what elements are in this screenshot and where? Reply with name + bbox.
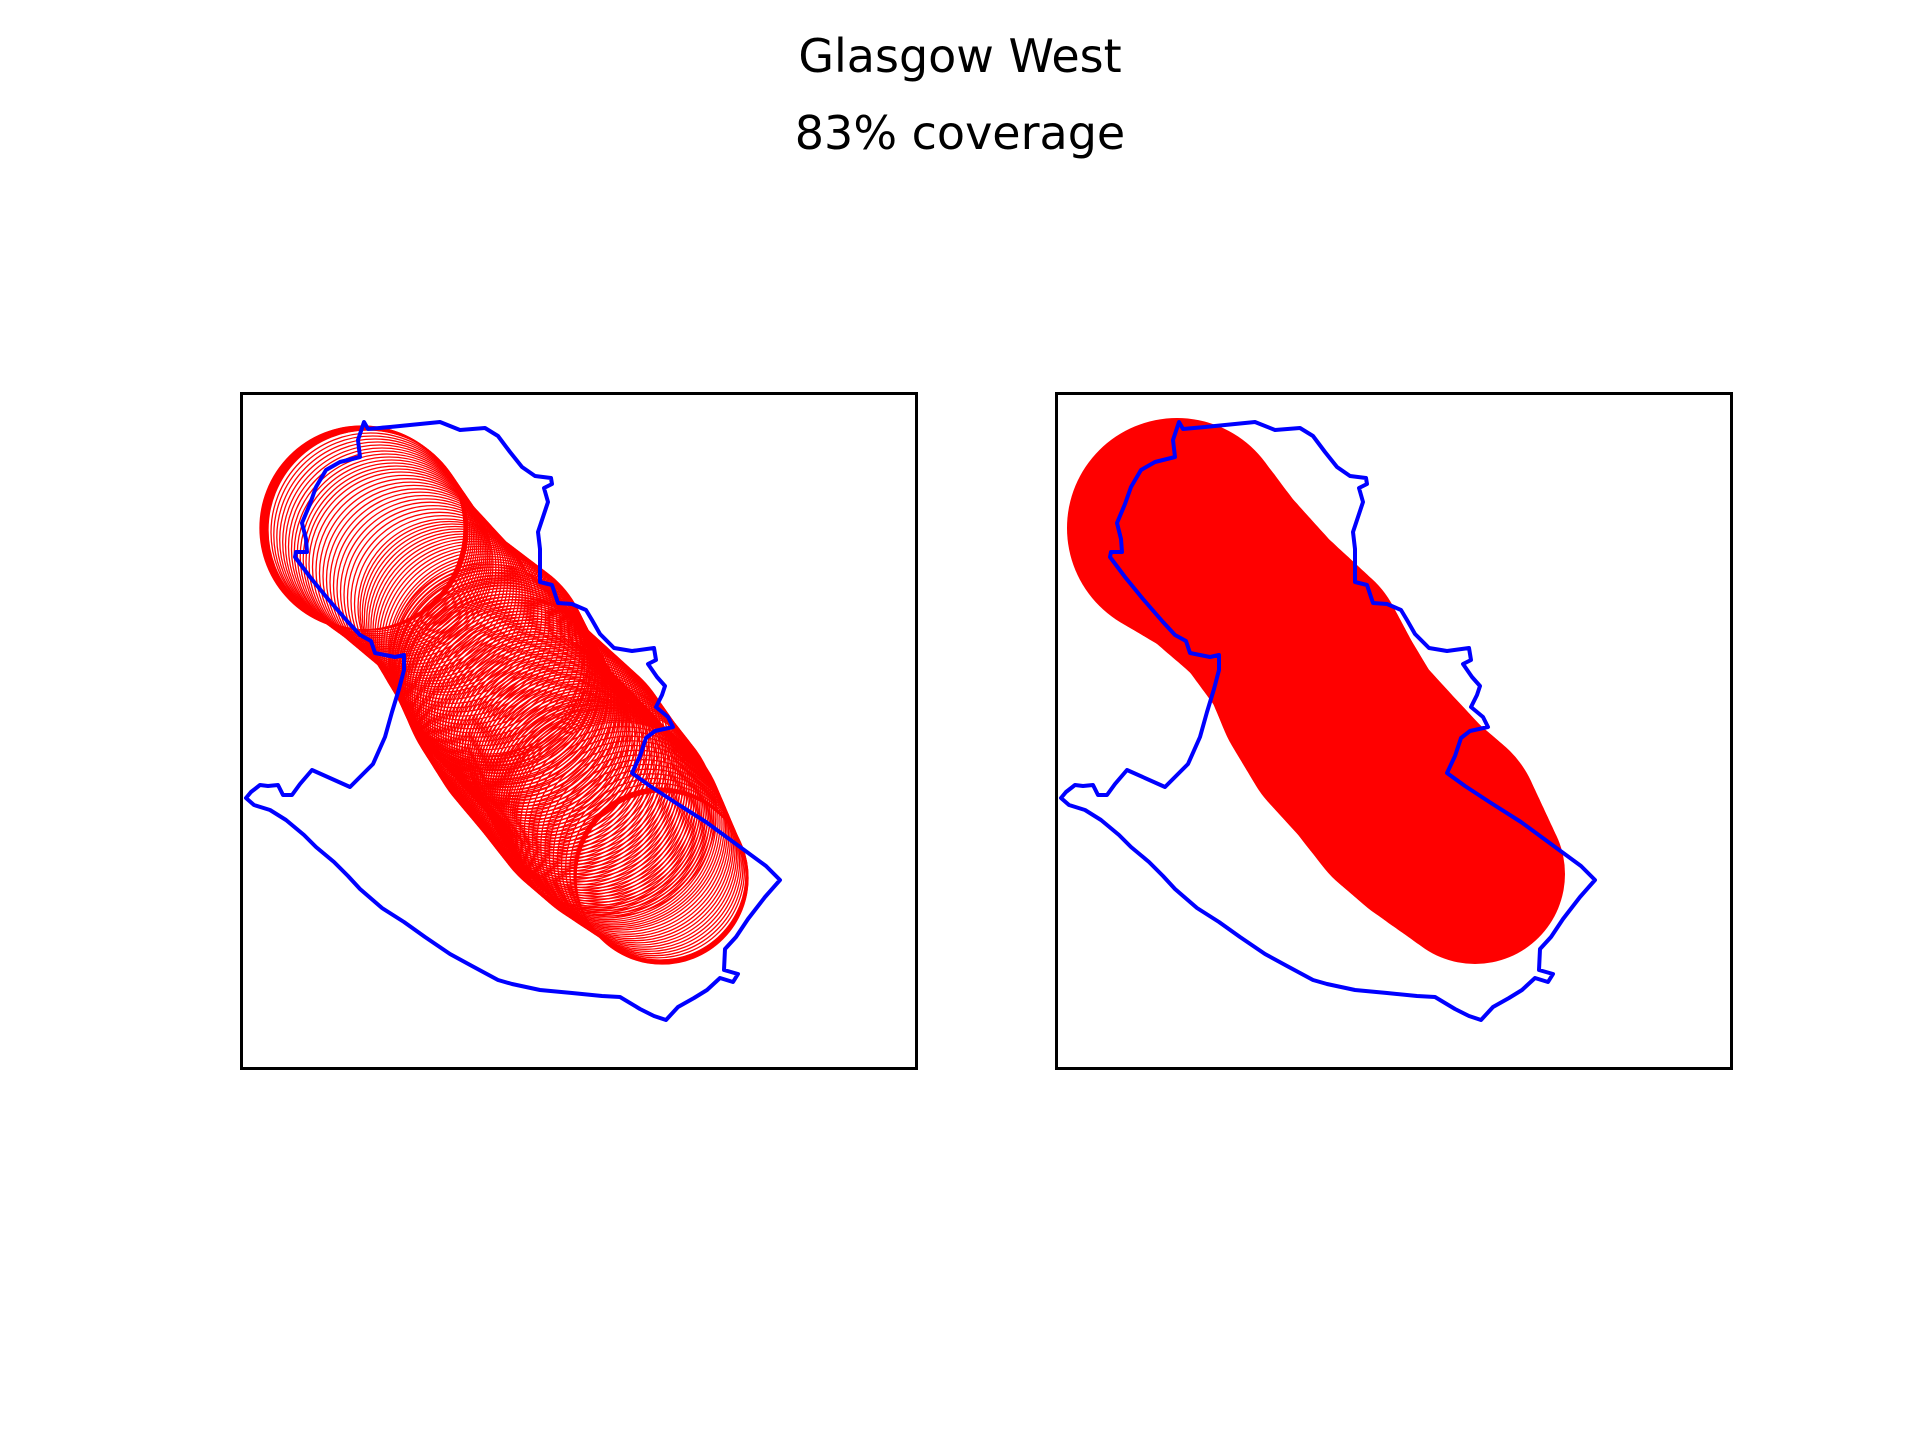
coverage-circle: [481, 673, 691, 882]
coverage-circle: [436, 618, 638, 820]
coverage-circle: [513, 719, 723, 929]
coverage-circle: [498, 696, 708, 906]
coverage-circle: [428, 610, 628, 810]
coverage-circle: [507, 707, 717, 917]
coverage-circle: [479, 670, 689, 879]
coverage-circle: [467, 649, 673, 855]
coverage-circle: [453, 635, 657, 839]
coverage-circle: [464, 646, 670, 852]
coverage-circle: [433, 615, 635, 817]
coverage-circle: [404, 584, 601, 781]
coverage-circle: [476, 664, 684, 872]
coverage-circles-group: [259, 425, 749, 965]
boundary-outline: [244, 420, 782, 1022]
coverage-circle: [469, 652, 675, 859]
coverage-circle: [502, 701, 713, 912]
coverage-circle: [368, 530, 554, 717]
coverage-circle: [491, 687, 702, 898]
map-canvas-union: [1059, 418, 1597, 1022]
coverage-circle: [425, 607, 625, 807]
map-canvas-circles: [244, 420, 782, 1022]
coverage-disc: [1385, 784, 1565, 964]
coverage-circle: [489, 684, 700, 895]
coverage-circle: [456, 638, 660, 842]
map-panel-union: [1055, 392, 1733, 1070]
coverage-circle: [470, 655, 678, 862]
coverage-union-group: [1067, 418, 1565, 964]
coverage-circle: [540, 749, 735, 944]
coverage-circle: [444, 626, 648, 830]
coverage-circle: [461, 643, 667, 849]
coverage-circle: [478, 667, 686, 876]
coverage-circle: [458, 640, 664, 846]
coverage-circle: [447, 629, 651, 833]
coverage-circle: [494, 690, 704, 900]
map-panel-circles: [240, 392, 918, 1070]
coverage-circle: [419, 601, 619, 801]
coverage-circle: [389, 563, 583, 757]
coverage-circle: [496, 693, 706, 903]
figure-title-block: Glasgow West 83% coverage: [0, 18, 1920, 172]
coverage-circle: [442, 624, 644, 826]
coverage-circle: [487, 682, 697, 892]
coverage-circle: [472, 658, 680, 865]
coverage-circle: [430, 612, 632, 814]
coverage-circle: [500, 698, 711, 909]
coverage-circle: [485, 679, 695, 889]
coverage-circle: [552, 763, 739, 950]
coverage-circle: [556, 768, 741, 953]
coverage-circle: [509, 716, 719, 926]
coverage-circle: [474, 661, 682, 869]
coverage-subtitle: 83% coverage: [794, 106, 1126, 160]
coverage-circle: [548, 759, 738, 948]
coverage-circle: [439, 621, 641, 823]
coverage-circle: [422, 604, 622, 804]
coverage-circle: [483, 676, 693, 886]
boundary-outline: [1059, 420, 1597, 1022]
coverage-circle: [505, 704, 715, 914]
figure-title: Glasgow West: [798, 29, 1122, 83]
